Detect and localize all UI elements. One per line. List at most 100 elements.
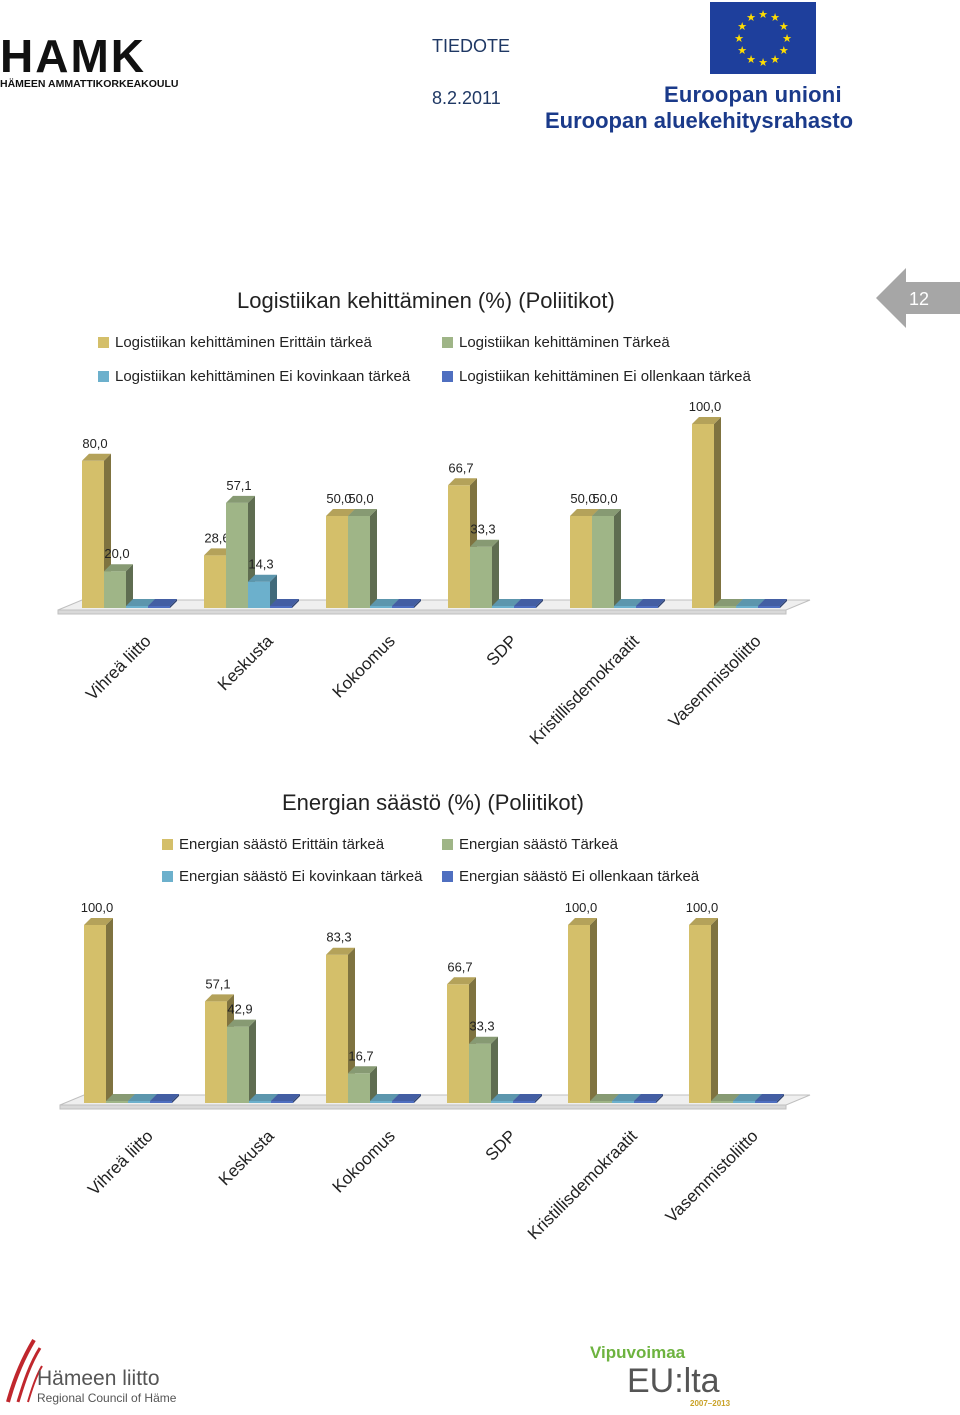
bar-front <box>692 424 714 608</box>
bar-front <box>634 1101 656 1103</box>
bar-top <box>205 994 234 1002</box>
bar-front <box>226 502 248 608</box>
bar-front <box>491 1101 513 1103</box>
eu-star-icon: ★ <box>770 12 780 24</box>
legend-swatch <box>442 839 453 850</box>
bar-front <box>348 516 370 608</box>
bar-top <box>636 599 665 606</box>
bar-front <box>270 606 292 608</box>
bar-front <box>392 1101 414 1103</box>
bar-front <box>614 606 636 608</box>
bar-top <box>736 599 765 606</box>
eu-star-icon: ★ <box>737 21 747 33</box>
bar-top <box>634 1094 663 1101</box>
bar-top <box>733 1094 762 1101</box>
bar-top <box>392 599 421 606</box>
bar-top <box>755 1094 784 1101</box>
bar-front <box>758 606 780 608</box>
legend-label: Energian säästö Ei kovinkaan tärkeä <box>179 868 423 885</box>
bar-top <box>590 1094 619 1101</box>
vipuvoimaa-text: Vipuvoimaa <box>590 1343 686 1362</box>
bar-front <box>636 606 658 608</box>
data-label: 33,3 <box>469 1019 494 1034</box>
category-label: Vihreä liitto <box>84 1126 157 1199</box>
bar-side <box>414 599 421 608</box>
bar-2 <box>470 539 499 608</box>
bar-front <box>106 1101 128 1103</box>
bar-front <box>592 516 614 608</box>
bar-top <box>370 599 399 606</box>
bar-front <box>249 1101 271 1103</box>
bar-top <box>326 509 355 516</box>
bar-side <box>414 1094 421 1103</box>
eu-star-icon: ★ <box>746 54 756 66</box>
bar-front <box>492 606 514 608</box>
chart1-legend-item: Logistiikan kehittäminen Erittäin tärkeä <box>98 334 372 351</box>
bar-top <box>448 478 477 486</box>
bar-4 <box>514 599 543 608</box>
data-label: 66,7 <box>447 959 472 974</box>
legend-swatch <box>442 871 453 882</box>
bar-top <box>370 1094 399 1101</box>
data-label: 100,0 <box>81 900 114 915</box>
eu-lta-text: EU:lta <box>627 1362 720 1400</box>
bar-front <box>612 1101 634 1103</box>
bar-side <box>270 574 277 608</box>
bar-front <box>205 1001 227 1103</box>
bar-top <box>392 1094 421 1101</box>
data-label: 33,3 <box>470 522 495 537</box>
eu-star-icon: ★ <box>779 45 789 57</box>
bar-side <box>536 599 543 608</box>
bar-1 <box>689 918 718 1103</box>
bar-2 <box>348 1066 377 1103</box>
bar-side <box>370 1066 377 1103</box>
bar-1 <box>326 947 355 1103</box>
bar-front <box>126 606 148 608</box>
legend-label: Logistiikan kehittäminen Ei ollenkaan tä… <box>459 368 751 385</box>
bar-top <box>84 918 113 925</box>
bar-front <box>470 546 492 608</box>
bar-top <box>126 599 155 606</box>
bar-2 <box>348 509 377 608</box>
bar-top <box>271 1094 300 1101</box>
category-label: Kokoomus <box>329 631 399 701</box>
legend-label: Energian säästö Erittäin tärkeä <box>179 836 385 853</box>
bar-side <box>106 918 113 1103</box>
bar-front <box>326 954 348 1103</box>
bar-4 <box>148 599 177 608</box>
chart1-legend-item: Logistiikan kehittäminen Ei kovinkaan tä… <box>98 368 410 385</box>
bar-top <box>249 1094 278 1101</box>
category-label: Vasemmistoliitto <box>662 1126 762 1226</box>
bar-3 <box>248 574 277 608</box>
bar-side <box>777 1094 784 1103</box>
bar-top <box>348 509 377 516</box>
bar-front <box>570 516 592 608</box>
eu-flag-icon: ★ ★ ★ ★ ★ ★ ★ ★ ★ ★ ★ ★ <box>710 2 816 74</box>
category-label: Keskusta <box>214 631 277 694</box>
data-label: 100,0 <box>565 900 598 915</box>
bar-4 <box>392 599 421 608</box>
bar-side <box>126 564 133 608</box>
bar-top <box>248 574 277 582</box>
category-label: SDP <box>482 1126 520 1164</box>
bar-front <box>370 1101 392 1103</box>
bar-2 <box>227 1019 256 1103</box>
bar-top <box>689 918 718 925</box>
bar-front <box>755 1101 777 1103</box>
bar-side <box>172 1094 179 1103</box>
bar-front <box>271 1101 293 1103</box>
bar-front <box>348 1073 370 1103</box>
bar-top <box>469 1036 498 1044</box>
bar-top <box>348 1066 377 1074</box>
bar-2 <box>469 1036 498 1103</box>
bar-1 <box>692 417 721 608</box>
hameen-liitto-logo: Hämeen liitto Regional Council of Häme <box>0 1330 180 1410</box>
data-label: 42,9 <box>227 1002 252 1017</box>
hamk-logo-text: HAMK <box>0 30 146 82</box>
legend-label: Energian säästö Tärkeä <box>459 836 618 853</box>
legend-swatch <box>442 337 453 348</box>
bar-side <box>292 599 299 608</box>
bar-top <box>614 599 643 606</box>
bar-1 <box>568 918 597 1103</box>
bar-side <box>714 417 721 608</box>
